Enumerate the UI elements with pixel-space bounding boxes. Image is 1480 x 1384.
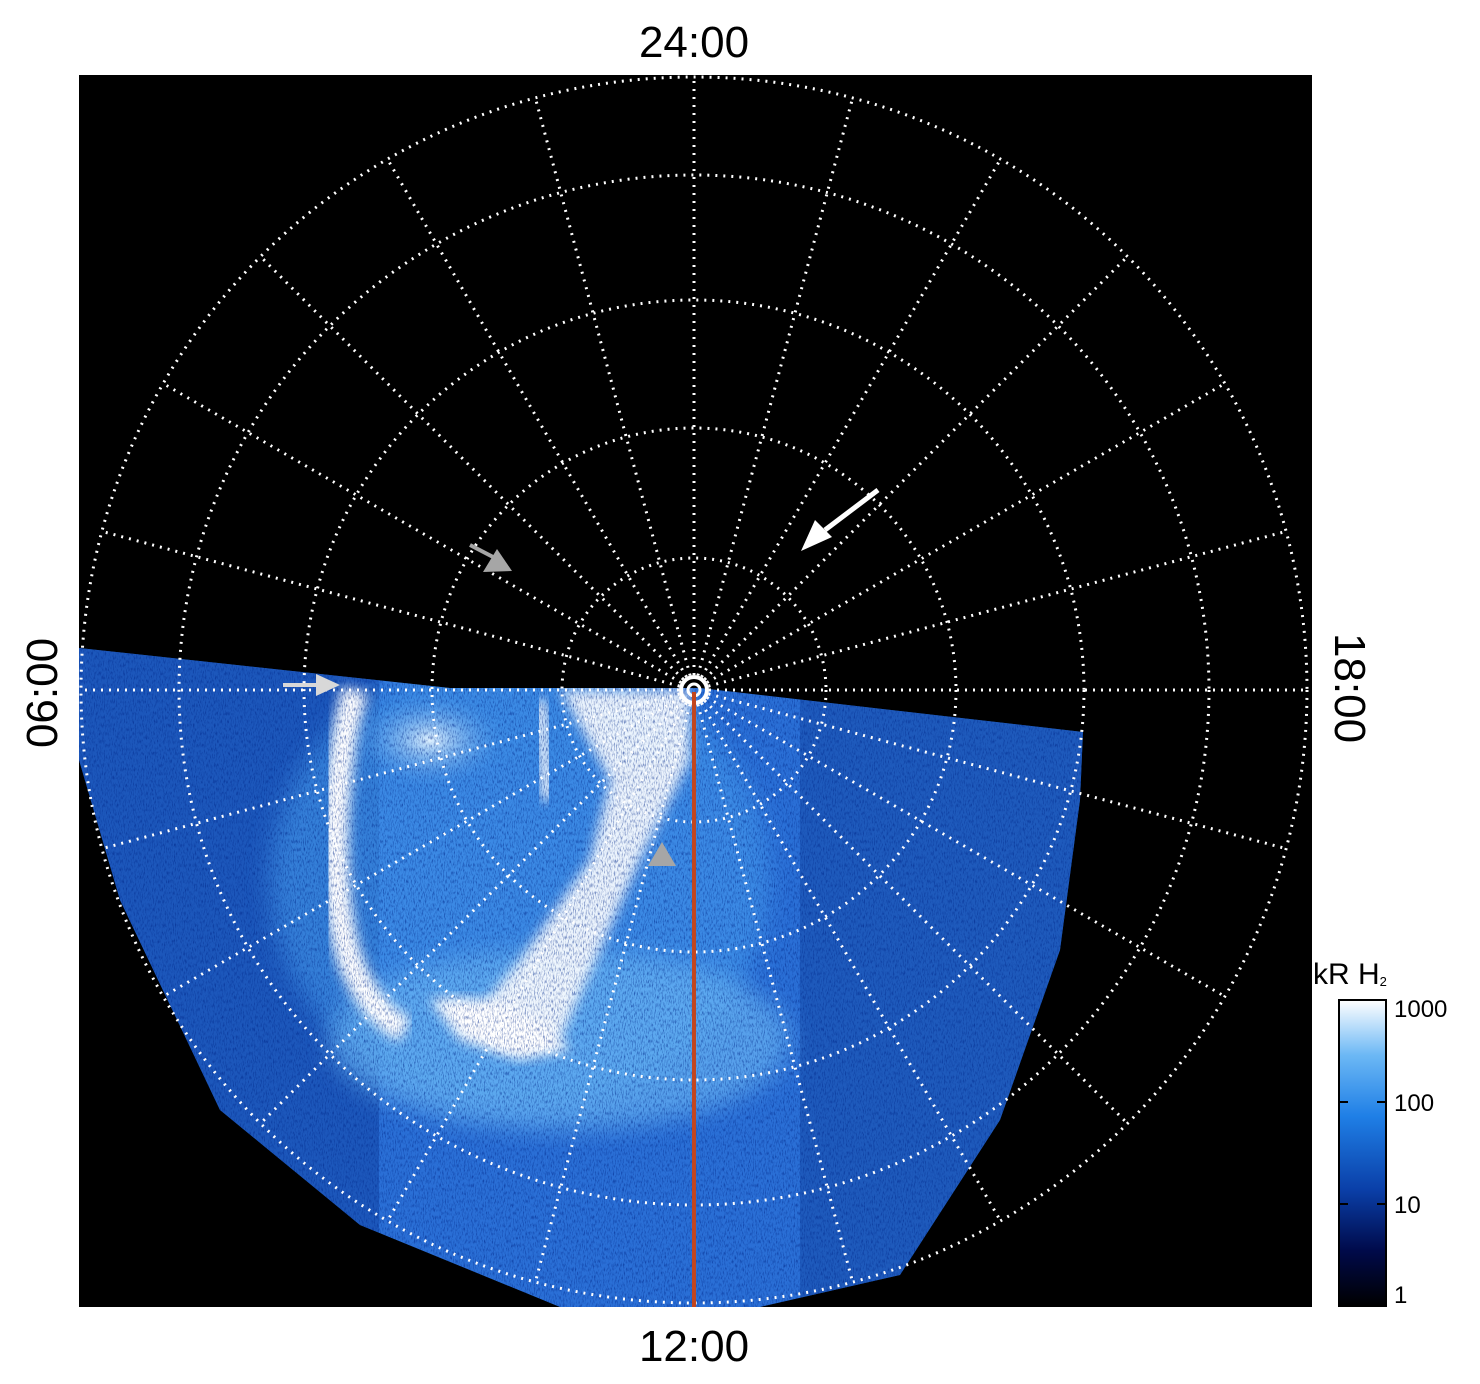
colorbar-title-text: kR H bbox=[1313, 958, 1380, 991]
colorbar-tick-label: 1 bbox=[1394, 1282, 1408, 1309]
colorbar-tick-label: 10 bbox=[1394, 1192, 1421, 1219]
auroral-emission-image bbox=[79, 648, 1083, 1307]
colorbar-title: kR H2 bbox=[1313, 958, 1387, 992]
local-time-label-bottom: 12:00 bbox=[638, 1322, 750, 1371]
gray-arrow-dawn-high bbox=[469, 543, 512, 572]
local-time-label-top: 24:00 bbox=[638, 18, 750, 67]
colorbar-ticks bbox=[1339, 1101, 1386, 1205]
latitude-circle bbox=[430, 426, 958, 954]
colorbar-title-subscript: 2 bbox=[1379, 974, 1387, 989]
local-time-label-left: 06:00 bbox=[18, 637, 67, 749]
latitude-circle bbox=[79, 75, 1309, 1305]
local-time-label-right: 18:00 bbox=[1325, 632, 1374, 744]
colorbar-tick-label: 100 bbox=[1394, 1090, 1435, 1117]
colorbar bbox=[1338, 999, 1387, 1307]
latitude-circle bbox=[560, 556, 828, 824]
latitude-circle bbox=[302, 298, 1086, 1082]
colorbar-tick-label: 1000 bbox=[1394, 996, 1448, 1023]
white-arrow-dawn-edge bbox=[283, 674, 340, 696]
gray-arrowhead-noon bbox=[648, 842, 676, 866]
white-arrow-dusk bbox=[801, 488, 880, 551]
